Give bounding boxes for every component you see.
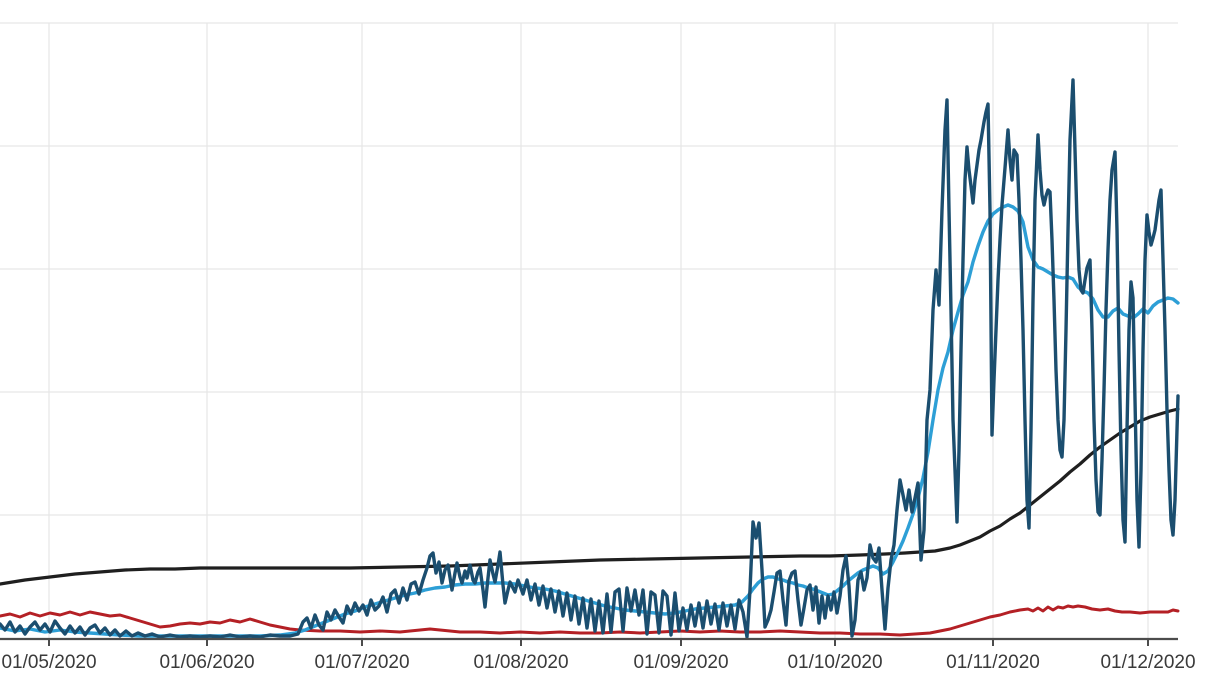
x-tick-label: 01/11/2020 <box>946 652 1040 673</box>
black-line <box>0 407 1180 586</box>
red-line <box>0 604 1180 637</box>
x-tick-label: 01/07/2020 <box>314 652 409 673</box>
x-tick-label: 01/05/2020 <box>1 652 96 673</box>
dark-blue-line <box>0 78 1180 639</box>
x-tick-label: 01/10/2020 <box>787 652 882 673</box>
x-tick-label: 01/08/2020 <box>473 652 568 673</box>
x-tick-label: 01/12/2020 <box>1100 652 1195 673</box>
x-tick-label: 01/09/2020 <box>633 652 728 673</box>
x-tick-label: 01/06/2020 <box>159 652 254 673</box>
